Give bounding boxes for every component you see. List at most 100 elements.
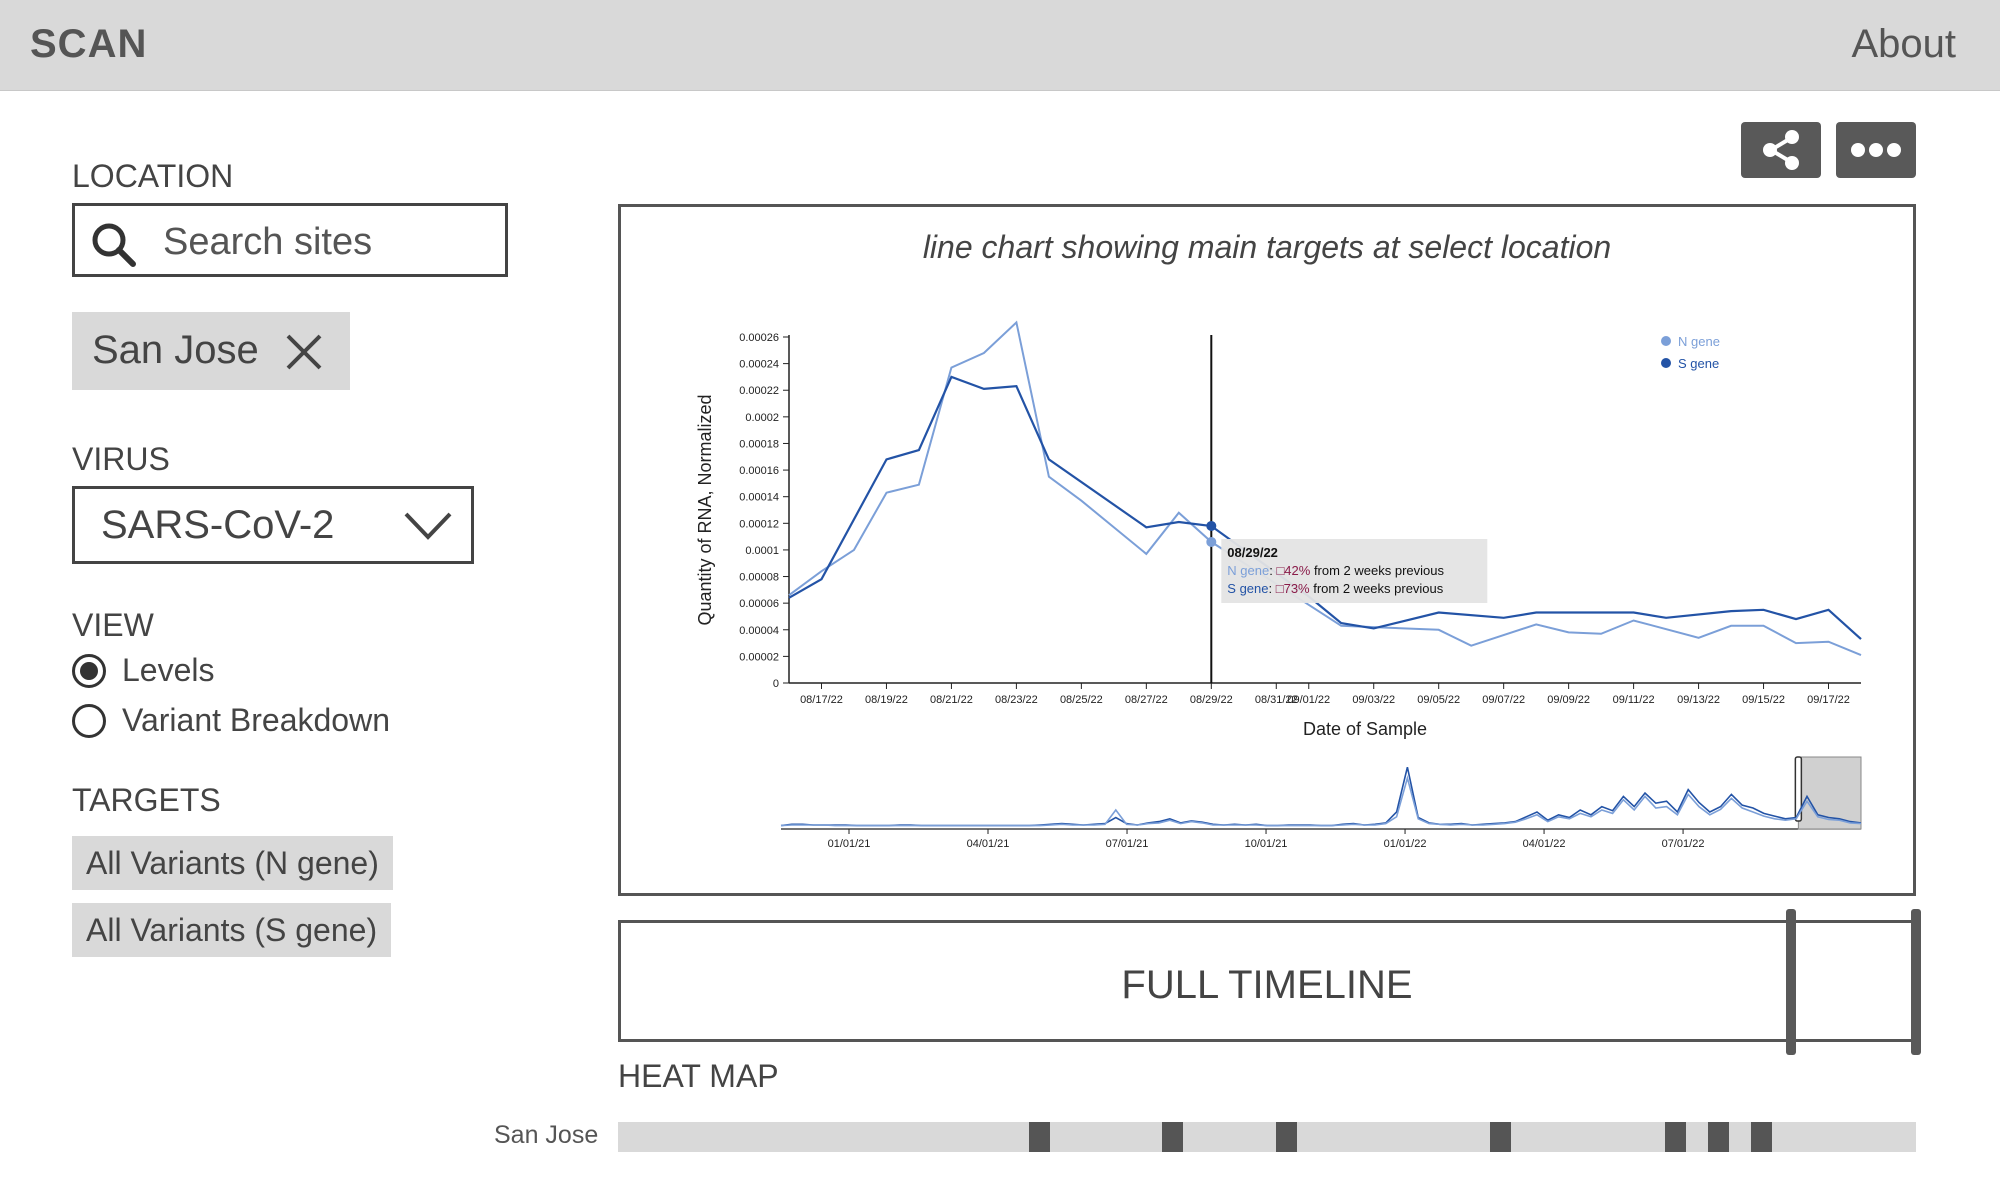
top-bar	[0, 0, 2000, 91]
virus-select[interactable]: SARS-CoV-2	[72, 486, 474, 564]
timeline-handle-right[interactable]	[1911, 909, 1921, 1055]
y-tick-label: 0.00002	[739, 651, 779, 663]
x-tick-label: 08/27/22	[1125, 694, 1168, 706]
heat-map-cell[interactable]	[1029, 1122, 1051, 1152]
x-tick-label: 09/03/22	[1352, 694, 1395, 706]
chart-caption: line chart showing main targets at selec…	[922, 229, 1612, 265]
heat-map-cell[interactable]	[1665, 1122, 1687, 1152]
x-tick-label: 09/07/22	[1482, 694, 1525, 706]
x-tick-label: 08/25/22	[1060, 694, 1103, 706]
heat-map-title: HEAT MAP	[618, 1058, 779, 1094]
view-label: VIEW	[72, 607, 154, 643]
x-tick-label: 08/31/22	[1255, 694, 1298, 706]
overview-tick-label: 01/01/22	[1384, 838, 1427, 850]
tooltip-s-line: S gene: □73% from 2 weeks previous	[1227, 581, 1443, 596]
overview-tick-label: 04/01/22	[1523, 838, 1566, 850]
y-tick-label: 0.00026	[739, 332, 779, 344]
x-tick-label: 08/21/22	[930, 694, 973, 706]
overview-tick-label: 07/01/22	[1662, 838, 1705, 850]
target-chip-n-gene[interactable]: All Variants (N gene)	[72, 836, 393, 890]
legend-marker	[1661, 336, 1671, 346]
chart-panel: line chart showing main targets at selec…	[618, 204, 1916, 896]
more-button[interactable]	[1836, 122, 1916, 178]
chevron-down-icon	[404, 512, 452, 540]
series-line-n-gene	[788, 320, 1862, 657]
search-icon	[92, 223, 136, 267]
y-tick-label: 0.00008	[739, 572, 779, 584]
target-chip-s-gene-label: All Variants (S gene)	[86, 912, 378, 948]
y-tick-label: 0.0002	[745, 412, 779, 424]
x-tick-label: 09/17/22	[1807, 694, 1850, 706]
x-tick-label: 09/11/22	[1613, 694, 1655, 706]
app-logo[interactable]: SCAN	[30, 22, 148, 66]
overview-line-n-gene	[780, 774, 1862, 827]
line-chart[interactable]: 0 0.00002 0.00004 0.00006 0.00008 0.0001 0.000…	[661, 307, 1881, 867]
location-chip-label: San Jose	[92, 328, 259, 372]
radio-variant-breakdown-label: Variant Breakdown	[122, 702, 390, 738]
heat-map-cell[interactable]	[1708, 1122, 1730, 1152]
full-timeline[interactable]: FULL TIMELINE	[618, 909, 1921, 1055]
overview-line-s-gene	[780, 767, 1862, 827]
hover-point-s	[1206, 520, 1217, 531]
legend-label: N gene	[1678, 334, 1720, 349]
radio-levels[interactable]	[72, 654, 106, 688]
target-chip-s-gene[interactable]: All Variants (S gene)	[72, 903, 392, 957]
overview-brush-handle	[1794, 756, 1803, 822]
heat-map-cell[interactable]	[1490, 1122, 1512, 1152]
search-input[interactable]	[161, 216, 495, 268]
tooltip-box	[1221, 539, 1488, 603]
x-axis-label: Date of Sample	[1303, 719, 1427, 739]
tooltip-n-line: N gene: □42% from 2 weeks previous	[1227, 563, 1444, 578]
y-tick-label: 0.00012	[739, 518, 779, 530]
search-box[interactable]	[72, 203, 508, 277]
overview-tick-label: 04/01/21	[967, 838, 1010, 850]
x-tick-label: 08/17/22	[800, 694, 843, 706]
y-axis-label: Quantity of RNA, Normalized	[695, 394, 715, 625]
heat-map-cell[interactable]	[1276, 1122, 1297, 1152]
y-tick-label: 0.00004	[739, 625, 779, 637]
virus-select-value: SARS-CoV-2	[101, 503, 335, 547]
virus-label: VIRUS	[72, 441, 170, 477]
tooltip-date: 08/29/22	[1227, 545, 1278, 560]
heat-map-row[interactable]	[618, 1122, 1916, 1152]
x-tick-label: 09/05/22	[1417, 694, 1460, 706]
share-button[interactable]	[1741, 122, 1821, 178]
heat-map-row-label: San Jose	[494, 1121, 599, 1149]
x-tick-label: 09/13/22	[1677, 694, 1720, 706]
y-tick-label: 0.00006	[739, 598, 779, 610]
radio-variant-breakdown[interactable]	[72, 704, 106, 738]
share-icon	[1763, 130, 1799, 170]
heat-map-cell[interactable]	[1161, 1122, 1183, 1152]
heat-map-cell[interactable]	[1751, 1122, 1772, 1152]
more-icon	[1851, 143, 1901, 157]
hover-point-n	[1206, 536, 1217, 547]
x-tick-label: 09/09/22	[1547, 694, 1590, 706]
y-tick-label: 0.00018	[739, 438, 779, 450]
location-chip: San Jose	[72, 312, 350, 390]
x-tick-label: 09/01/22	[1287, 694, 1330, 706]
timeline-label: FULL TIMELINE	[1121, 963, 1413, 1007]
x-tick-label: 08/23/22	[995, 694, 1038, 706]
y-tick-label: 0.00022	[739, 385, 779, 397]
y-tick-label: 0	[773, 678, 779, 690]
series-line-s-gene	[788, 375, 1862, 640]
overview-tick-label: 10/01/21	[1245, 838, 1288, 850]
radio-levels-label: Levels	[122, 652, 215, 688]
y-tick-label: 0.00016	[739, 465, 779, 477]
legend-label: S gene	[1678, 356, 1719, 371]
overview-tick-label: 07/01/21	[1106, 838, 1149, 850]
about-link[interactable]: About	[1851, 22, 1956, 66]
targets-label: TARGETS	[72, 782, 221, 818]
timeline-handle-left[interactable]	[1786, 909, 1797, 1055]
y-tick-label: 0.00024	[739, 359, 779, 371]
location-label: LOCATION	[72, 158, 234, 194]
y-tick-label: 0.0001	[745, 545, 779, 557]
x-tick-label: 08/19/22	[865, 694, 908, 706]
x-tick-label: 08/29/22	[1190, 694, 1233, 706]
overview-tick-label: 01/01/21	[828, 838, 871, 850]
target-chip-n-gene-label: All Variants (N gene)	[86, 845, 379, 881]
y-tick-label: 0.00014	[739, 492, 779, 504]
close-icon[interactable]	[284, 332, 324, 372]
x-tick-label: 09/15/22	[1742, 694, 1785, 706]
legend-marker	[1661, 358, 1671, 368]
